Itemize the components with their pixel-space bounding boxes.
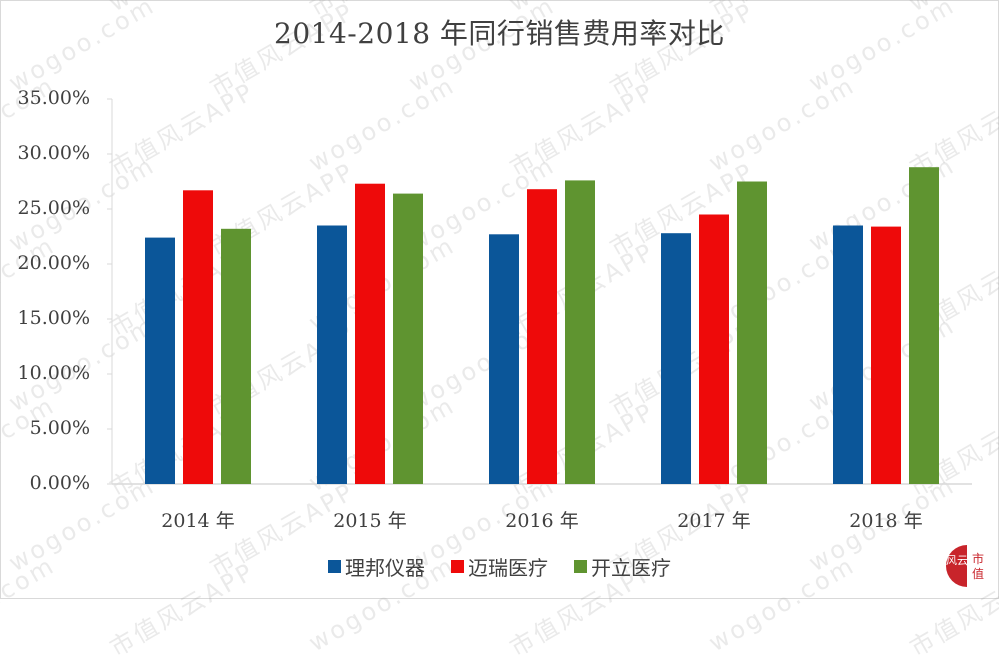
- legend-label: 开立医疗: [591, 555, 671, 580]
- x-tick-label: 2015 年: [333, 510, 407, 532]
- legend-item-lbyq[interactable]: 理邦仪器: [328, 551, 425, 581]
- chart-title: 2014-2018 年同行销售费用率对比: [274, 17, 725, 50]
- bar-开立医疗-2014 年[interactable]: [221, 228, 251, 484]
- y-tick-label: 30.00%: [17, 142, 90, 164]
- bar-理邦仪器-2017 年[interactable]: [661, 233, 691, 484]
- y-tick-label: 35.00%: [17, 87, 90, 109]
- bar-理邦仪器-2014 年[interactable]: [145, 237, 175, 484]
- legend-label: 理邦仪器: [345, 555, 425, 580]
- legend-item-sonoscape[interactable]: 开立医疗: [574, 551, 671, 581]
- y-tick-label: 10.00%: [17, 362, 90, 384]
- plot-area: [107, 98, 972, 485]
- y-tick-label: 0.00%: [29, 472, 90, 494]
- bar-开立医疗-2016 年[interactable]: [565, 180, 595, 484]
- y-tick-label: 5.00%: [29, 417, 90, 439]
- y-tick-label: 25.00%: [17, 197, 90, 219]
- bar-开立医疗-2018 年[interactable]: [909, 167, 939, 484]
- bar-迈瑞医疗-2016 年[interactable]: [527, 189, 557, 484]
- svg-text:市: 市: [972, 551, 984, 566]
- x-tick-label: 2016 年: [505, 510, 579, 532]
- brand-logo-icon: 风云 市 值: [946, 545, 984, 587]
- x-tick-label: 2018 年: [849, 510, 923, 532]
- y-tick-label: 20.00%: [17, 252, 90, 274]
- bar-迈瑞医疗-2015 年[interactable]: [355, 183, 385, 484]
- bar-开立医疗-2017 年[interactable]: [737, 181, 767, 485]
- x-tick-label: 2014 年: [161, 510, 235, 532]
- legend-label: 迈瑞医疗: [468, 555, 548, 580]
- legend-swatch-mindray: [451, 559, 464, 573]
- bar-迈瑞医疗-2014 年[interactable]: [183, 190, 213, 485]
- y-tick-label: 15.00%: [17, 307, 90, 329]
- bar-理邦仪器-2016 年[interactable]: [489, 234, 519, 484]
- svg-text:风云: 风云: [946, 554, 968, 567]
- bar-迈瑞医疗-2018 年[interactable]: [871, 226, 901, 484]
- bar-迈瑞医疗-2017 年[interactable]: [699, 214, 729, 485]
- legend-item-mindray[interactable]: 迈瑞医疗: [451, 551, 548, 581]
- legend-swatch-lbyq: [328, 559, 341, 573]
- bar-理邦仪器-2015 年[interactable]: [317, 225, 347, 485]
- svg-text:值: 值: [972, 566, 984, 581]
- bar-理邦仪器-2018 年[interactable]: [833, 225, 863, 485]
- bar-开立医疗-2015 年[interactable]: [393, 193, 423, 484]
- legend: 理邦仪器 迈瑞医疗 开立医疗: [0, 551, 999, 581]
- legend-swatch-sonoscape: [574, 559, 587, 573]
- x-tick-label: 2017 年: [677, 510, 751, 532]
